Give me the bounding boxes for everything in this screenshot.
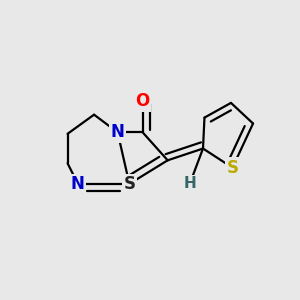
Text: O: O: [136, 92, 150, 110]
Text: S: S: [123, 175, 135, 193]
Text: S: S: [226, 159, 238, 177]
Text: H: H: [183, 176, 196, 191]
Text: N: N: [111, 123, 124, 141]
Text: N: N: [71, 175, 85, 193]
